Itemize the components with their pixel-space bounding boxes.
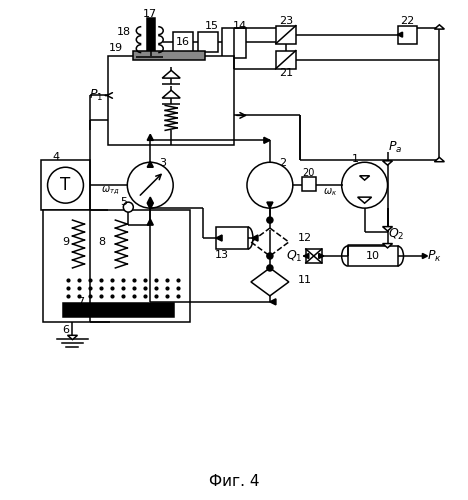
Circle shape	[267, 253, 273, 259]
Text: 5: 5	[120, 197, 127, 207]
Polygon shape	[264, 138, 270, 143]
Text: Фиг. 4: Фиг. 4	[209, 474, 259, 489]
Polygon shape	[162, 70, 180, 78]
Bar	[216, 227, 248, 249]
Polygon shape	[319, 254, 324, 258]
Polygon shape	[434, 158, 445, 162]
Bar	[302, 177, 316, 191]
Polygon shape	[216, 235, 222, 241]
Text: 10: 10	[366, 251, 380, 261]
Polygon shape	[162, 90, 180, 98]
Text: 2: 2	[279, 158, 286, 168]
Polygon shape	[147, 203, 153, 209]
Circle shape	[124, 202, 133, 212]
Bar	[276, 26, 296, 44]
Text: 1: 1	[352, 154, 359, 164]
Polygon shape	[67, 336, 78, 340]
Polygon shape	[270, 299, 276, 305]
Polygon shape	[147, 197, 153, 203]
Text: 22: 22	[400, 16, 415, 26]
Text: 15: 15	[205, 20, 219, 30]
Text: 14: 14	[233, 20, 247, 30]
Text: 23: 23	[279, 16, 293, 26]
Text: $Q_2$: $Q_2$	[388, 226, 404, 242]
Polygon shape	[382, 226, 393, 231]
Polygon shape	[267, 202, 273, 208]
Text: 7: 7	[77, 297, 84, 307]
Circle shape	[267, 265, 273, 271]
Bar	[133, 50, 205, 59]
Text: $Q_1$: $Q_1$	[286, 248, 303, 264]
Polygon shape	[252, 235, 258, 241]
Bar	[397, 26, 417, 44]
Bar	[63, 303, 174, 317]
Polygon shape	[147, 219, 153, 225]
Polygon shape	[382, 244, 393, 248]
Bar	[41, 160, 90, 210]
Polygon shape	[382, 161, 393, 165]
Bar	[147, 18, 155, 56]
Text: 8: 8	[98, 237, 105, 247]
Bar	[222, 28, 246, 58]
Text: 18: 18	[117, 26, 132, 36]
Bar	[43, 210, 190, 322]
Text: 20: 20	[303, 168, 315, 178]
Text: $\omega_к$: $\omega_к$	[322, 186, 337, 198]
Bar	[348, 246, 397, 266]
Circle shape	[342, 162, 388, 208]
Text: 21: 21	[279, 68, 293, 78]
Text: 12: 12	[298, 233, 312, 243]
Text: $\omega_{тд}$: $\omega_{тд}$	[101, 185, 120, 198]
Bar	[173, 32, 193, 52]
Text: $P_1$: $P_1$	[89, 88, 103, 103]
Text: $P_к$: $P_к$	[427, 248, 442, 264]
Polygon shape	[251, 228, 289, 256]
Polygon shape	[251, 268, 289, 296]
Circle shape	[247, 162, 293, 208]
Text: T: T	[60, 176, 71, 194]
Text: 17: 17	[143, 8, 157, 18]
Text: 16: 16	[176, 36, 190, 46]
Circle shape	[127, 162, 173, 208]
Text: 4: 4	[52, 152, 59, 162]
Bar	[306, 249, 322, 263]
Polygon shape	[359, 176, 370, 180]
Polygon shape	[434, 25, 445, 29]
Polygon shape	[147, 134, 153, 140]
Text: 19: 19	[110, 42, 124, 52]
Bar	[276, 50, 296, 68]
Text: 6: 6	[62, 325, 69, 335]
Polygon shape	[397, 32, 402, 37]
Text: 9: 9	[62, 237, 69, 247]
Text: 3: 3	[159, 158, 166, 168]
Circle shape	[267, 217, 273, 223]
Polygon shape	[358, 197, 372, 203]
Text: 13: 13	[215, 250, 229, 260]
Polygon shape	[423, 254, 427, 258]
Text: 11: 11	[298, 275, 312, 285]
Bar	[198, 32, 218, 52]
Polygon shape	[147, 162, 153, 167]
Polygon shape	[304, 254, 309, 258]
Circle shape	[48, 167, 83, 203]
Bar	[109, 56, 234, 146]
Text: $P_a$: $P_a$	[388, 140, 402, 155]
